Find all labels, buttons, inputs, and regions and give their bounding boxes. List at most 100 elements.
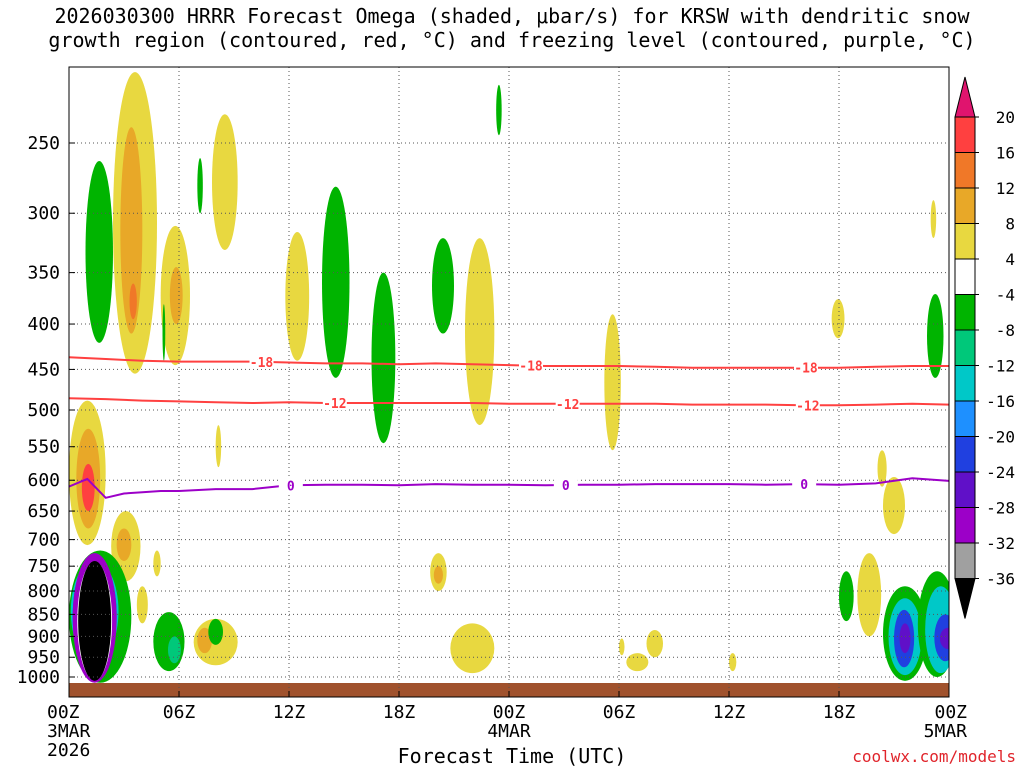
colorbar-swatch-11 xyxy=(954,507,976,544)
colorbar-swatch-7 xyxy=(954,365,976,402)
omega-blob-low-red-1 xyxy=(81,463,95,512)
x-tick-sublabel-24: 4MAR xyxy=(487,721,531,742)
x-tick-sublabel-0: 3MAR xyxy=(47,721,91,742)
omega-blob-low-navy-1 xyxy=(899,623,911,654)
omega-blob-low-teal-1 xyxy=(168,636,181,664)
colorbar-swatch-4 xyxy=(954,258,976,295)
x-tick-sublabel-48: 5MAR xyxy=(924,721,968,742)
colorbar-label-10: -24 xyxy=(986,463,1015,482)
colorbar-swatch-0 xyxy=(954,116,976,153)
x-tick-label-30: 06Z xyxy=(603,702,636,723)
omega-blob-low-yellow-11 xyxy=(646,629,663,658)
contour-label-bg-dgz-bottom-2 xyxy=(795,398,820,413)
colorbar-label-13: -36 xyxy=(986,570,1015,589)
contour-label-bg-freezing-level-2 xyxy=(792,477,817,492)
omega-blob-low-navy-2 xyxy=(939,627,949,650)
title-line-1: 2026030300 HRRR Forecast Omega (shaded, … xyxy=(54,4,970,28)
omega-blob-low-gold-3 xyxy=(197,627,213,654)
colorbar-swatch-6 xyxy=(954,329,976,366)
omega-blob-upper-green-5 xyxy=(371,272,396,444)
y-tick-label-400: 400 xyxy=(27,314,60,335)
colorbar-label-5: -4 xyxy=(996,286,1015,305)
omega-blob-upper-yellow-4 xyxy=(285,232,310,361)
colorbar-label-4: 4 xyxy=(1005,250,1015,269)
contour-label-bg-freezing-level-0 xyxy=(278,478,303,493)
y-tick-label-550: 550 xyxy=(27,437,60,458)
colorbar-label-6: -8 xyxy=(996,321,1015,340)
contour-label-dgz-bottom-1: -12 xyxy=(556,398,579,413)
omega-blob-low-yellow-10 xyxy=(626,653,649,672)
omega-blob-upper-yellow-6 xyxy=(604,314,621,451)
omega-blob-upper-yellow-3 xyxy=(212,114,238,250)
credit-text[interactable]: coolwx.com/models xyxy=(852,747,1016,766)
colorbar-label-9: -20 xyxy=(986,428,1015,447)
colorbar-label-7: -12 xyxy=(986,357,1015,376)
omega-blob-low-gold-4 xyxy=(433,566,443,584)
omega-blob-upper-gold-2 xyxy=(169,267,183,325)
y-tick-label-650: 650 xyxy=(27,501,60,522)
contour-label-bg-dgz-bottom-0 xyxy=(322,396,347,411)
omega-blob-low-yellow-15 xyxy=(877,450,887,487)
omega-blob-low-yellow-13 xyxy=(857,553,882,637)
y-tick-label-950: 950 xyxy=(27,647,60,668)
omega-blob-low-green-3 xyxy=(839,571,854,622)
title-line-2: growth region (contoured, red, °C) and f… xyxy=(48,28,976,52)
ascent-core xyxy=(78,561,112,681)
y-tick-label-800: 800 xyxy=(27,581,60,602)
x-tick-year-0: 2026 xyxy=(47,740,90,761)
contour-freezing-level xyxy=(69,477,949,499)
colorbar-swatch-12 xyxy=(954,542,976,579)
omega-blob-upper-yellow-5 xyxy=(465,238,495,426)
colorbar-swatch-3 xyxy=(954,223,976,260)
omega-blob-low-yellow-8 xyxy=(450,623,495,674)
x-tick-label-36: 12Z xyxy=(713,702,746,723)
omega-blob-low-green-2 xyxy=(208,618,224,645)
colorbar-label-12: -32 xyxy=(986,534,1015,553)
contour-label-dgz-bottom-2: -12 xyxy=(796,399,819,414)
colorbar-swatch-2 xyxy=(954,187,976,224)
colorbar-label-0: 20 xyxy=(996,108,1015,127)
y-tick-label-750: 750 xyxy=(27,556,60,577)
y-tick-label-500: 500 xyxy=(27,400,60,421)
contour-label-dgz-bottom-0: -12 xyxy=(323,397,346,412)
contour-label-bg-dgz-top-2 xyxy=(794,360,818,375)
grid xyxy=(69,67,949,697)
x-tick-label-24: 00Z xyxy=(493,702,526,723)
omega-blob-low-yellow-4 xyxy=(136,586,148,624)
contour-label-dgz-top-0: -18 xyxy=(250,356,274,371)
y-tick-label-300: 300 xyxy=(27,203,60,224)
omega-blob-low-yellow-9 xyxy=(619,638,625,656)
x-tick-label-48: 00Z xyxy=(934,702,967,723)
omega-blob-upper-green-3 xyxy=(197,158,203,214)
colorbar-swatch-9 xyxy=(954,436,976,473)
contour-label-bg-dgz-bottom-1 xyxy=(555,396,580,411)
omega-blob-upper-yellow-7 xyxy=(831,299,845,339)
omega-blob-low-yellow-6 xyxy=(215,425,222,468)
chart-title: 2026030300 HRRR Forecast Omega (shaded, … xyxy=(0,4,1024,52)
axes: 2503003504004505005506006507007508008509… xyxy=(17,66,968,761)
omega-blob-upper-green-8 xyxy=(927,294,944,378)
y-tick-label-350: 350 xyxy=(27,263,60,284)
y-tick-label-900: 900 xyxy=(27,626,60,647)
x-tick-label-6: 06Z xyxy=(163,702,196,723)
contour-label-dgz-top-1: -18 xyxy=(519,360,543,375)
contour-label-freezing-level-1: 0 xyxy=(562,479,570,494)
omega-blob-low-yellow-3 xyxy=(153,550,161,577)
omega-blob-low-green-1 xyxy=(153,612,185,672)
y-tick-label-450: 450 xyxy=(27,359,60,380)
omega-blob-low-yellow-12 xyxy=(729,653,737,672)
contour-label-dgz-top-2: -18 xyxy=(794,362,818,377)
contour-label-bg-dgz-top-1 xyxy=(519,358,543,373)
x-tick-label-12: 12Z xyxy=(273,702,306,723)
colorbar-swatch-1 xyxy=(954,152,976,189)
omega-blob-low-gold-2 xyxy=(116,528,132,562)
x-tick-label-0: 00Z xyxy=(47,702,80,723)
y-tick-label-600: 600 xyxy=(27,470,60,491)
colorbar-label-1: 16 xyxy=(996,144,1015,163)
x-tick-label-18: 18Z xyxy=(383,702,416,723)
colorbar-label-8: -16 xyxy=(986,392,1015,411)
contour-label-freezing-level-0: 0 xyxy=(287,479,295,494)
contours: -18 -18 -18 -12 -12 -12 0 0 0 xyxy=(69,354,949,499)
colorbar-bottom-arrow xyxy=(954,578,976,619)
